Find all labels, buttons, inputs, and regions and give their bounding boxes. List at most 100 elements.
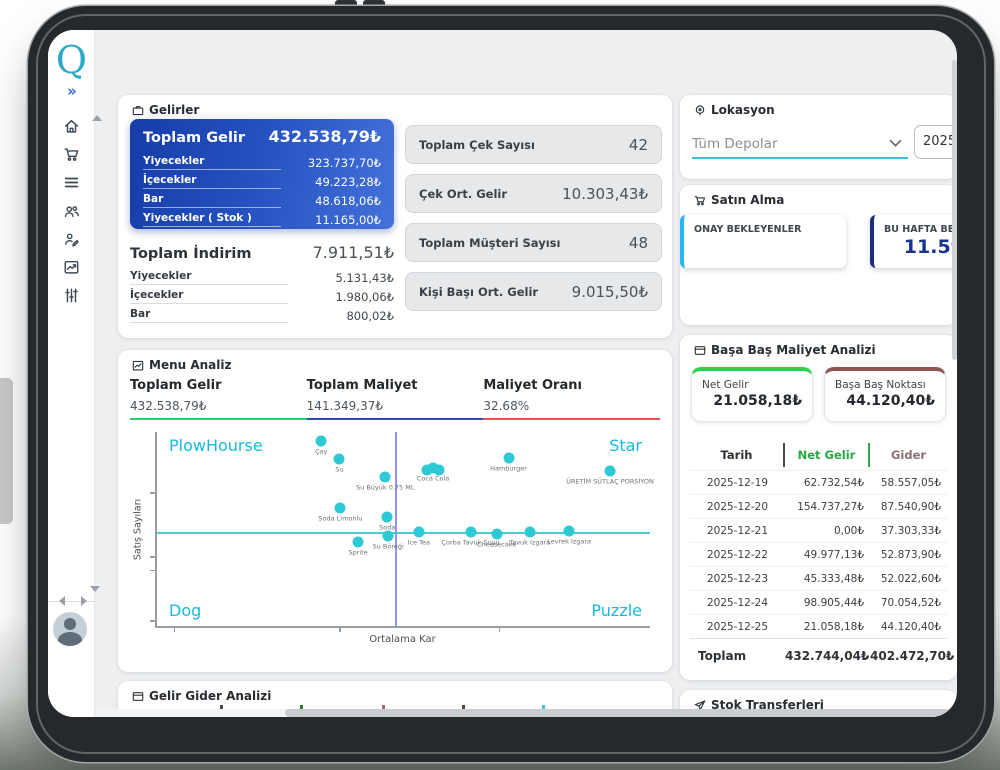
purchase-card: BU HAFTA BEKLENENLER 11.597,50₺ [870,215,957,268]
breakeven-card: Net Gelir 21.058,18₺ [691,367,813,422]
scatter-dot [604,465,616,477]
scatter-point-label: ÜRETİM SÜTLAÇ PORSİYON [566,477,654,486]
table-row: 2025-12-21 0,00₺ 37.303,33₺ [690,518,947,542]
scatter-point [433,464,445,476]
panel-lokasyon-title: Lokasyon [694,103,775,117]
sidebar-item-orders[interactable] [48,142,95,170]
scatter-point: Çay [315,435,327,455]
chevron-down-icon [889,139,902,147]
vertical-scrollbar-thumb[interactable] [952,60,957,360]
kpi-card: Toplam Müşteri Sayısı 48 [405,223,662,262]
scatter-point-label: Çay [314,447,328,456]
sidebar-nav [48,114,95,312]
table-header: Tarih Net Gelir Gider [690,440,947,470]
home-icon [63,118,80,139]
scatter-dot [524,526,536,538]
chart-icon [132,360,144,371]
menu-scatter-plot: PlowHourse Star Dog Puzzle Çay [150,432,654,632]
scatter-point-label: Soda Limonlu [318,514,363,523]
breakeven-card: Başa Baş Noktası 44.120,40₺ [824,367,946,422]
scroll-left-icon[interactable] [59,596,65,606]
total-revenue-card: Toplam Gelir 432.538,79₺ Yiyecekler 323.… [130,119,394,229]
table-body: 2025-12-19 62.732,54₺ 58.557,05₺ 2025-12… [690,470,947,638]
sidebar-item-menu-list[interactable] [48,171,95,199]
scatter-point-label: Cheesecake [477,540,517,549]
sidebar: Q » [48,30,95,717]
scatter-dot [503,452,514,464]
scatter-point-label: Soda [379,523,396,532]
tablet-frame: Q » Gelirler Toplam Gelir 432.538,79₺ [28,6,994,762]
discount-label: Toplam İndirim [130,246,252,262]
scatter-point-label: Su Böreği [372,542,404,551]
discount-row: İçecekler 1.980,06₺ [130,289,394,304]
sidebar-expand-icon[interactable]: » [67,82,77,100]
scatter-dot [465,526,477,538]
panel-satin-alma: Satın Alma BU HAFTA BEKLENENLER 11.597,5… [680,185,957,325]
scatter-point: Hamburger [490,452,527,472]
panel-gelir-gider-title: Gelir Gider Analizi [132,689,271,703]
scatter-point: Su Büyük 0.75 ML [356,471,414,491]
scatter-point-label: Coca Cola [416,474,450,483]
warehouse-select[interactable]: Tüm Depolar [692,131,908,159]
avatar[interactable] [53,612,87,646]
person-edit-icon [63,231,80,252]
horizontal-scrollbar-thumb[interactable] [285,709,953,717]
scatter-dot [333,453,345,465]
scatter-point-label: Sprite [348,548,368,557]
sidebar-item-reports[interactable] [48,255,95,283]
reference-line-vertical [395,432,398,626]
location-pin-icon [695,104,705,116]
card-icon [694,345,706,355]
reference-line-horizontal [157,531,650,534]
scatter-dot [315,435,327,447]
panel-menu-analiz: Menu Analiz Toplam Gelir 432.538,79₺ Top… [118,350,672,672]
list-icon [63,174,80,195]
revenue-breakdown-list: Yiyecekler 323.737,70₺ İçecekler 49.223,… [143,151,381,227]
panel-menu-analiz-title: Menu Analiz [132,358,231,372]
scatter-dot [491,528,503,540]
briefcase-icon [132,105,144,115]
quadrant-label-top-right: Star [609,436,642,455]
app-logo: Q [55,38,88,82]
scatter-dot [433,464,445,476]
revenue-row: Bar 48.618,06₺ [143,193,381,208]
y-tick [150,569,155,572]
scatter-dot [352,536,364,548]
select-underline [692,157,908,159]
date-input[interactable]: 2025-1 [914,125,957,159]
sidebar-item-customers[interactable] [48,199,95,227]
kpi-card-list: Toplam Çek Sayısı 42 Çek Ort. Gelir 10.3… [405,125,662,321]
chart-icon [63,259,80,280]
scatter-point: Su [333,453,345,473]
scatter-dot [563,525,575,537]
table-row: 2025-12-22 49.977,13₺ 52.873,90₺ [690,542,947,566]
menu-stat: Maliyet Oranı 32.68% [483,378,661,420]
menu-stat: Toplam Gelir 432.538,79₺ [130,378,307,420]
cart-icon [694,195,706,205]
cart-icon [63,146,80,167]
total-revenue-label: Toplam Gelir [143,130,246,146]
scatter-dot [427,462,439,474]
sliders-icon [63,287,80,308]
sidebar-item-filters[interactable] [48,284,95,312]
background-object [0,378,13,524]
table-row: 2025-12-23 45.333,48₺ 52.022,60₺ [690,566,947,590]
discount-breakdown-list: Yiyecekler 5.131,43₺ İçecekler 1.980,06₺… [130,266,394,323]
customers-icon [63,203,80,224]
x-tick [339,627,341,632]
scatter-point-label: Çorba Tavuk Suyu [441,538,500,547]
scatter-point-label: Ice Tea [407,538,430,547]
sidebar-item-home[interactable] [48,114,95,142]
discount-value: 7.911,51₺ [312,243,394,262]
scroll-up-icon[interactable] [92,115,102,121]
scroll-right-icon[interactable] [81,596,87,606]
discount-block: Toplam İndirim 7.911,51₺ Yiyecekler 5.13… [130,243,394,323]
panel-gelirler: Gelirler Toplam Gelir 432.538,79₺ Yiyece… [118,95,672,338]
table-row: 2025-12-20 154.737,27₺ 87.540,90₺ [690,494,947,518]
scatter-dot [381,511,393,523]
breakeven-table: Tarih Net Gelir Gider 2025-12-19 62.732,… [690,440,954,673]
sidebar-item-staff[interactable] [48,227,95,255]
scroll-down-icon[interactable] [90,586,100,592]
tablet-power-button [363,0,385,9]
panel-basa-bas-title: Başa Baş Maliyet Analizi [694,343,876,357]
